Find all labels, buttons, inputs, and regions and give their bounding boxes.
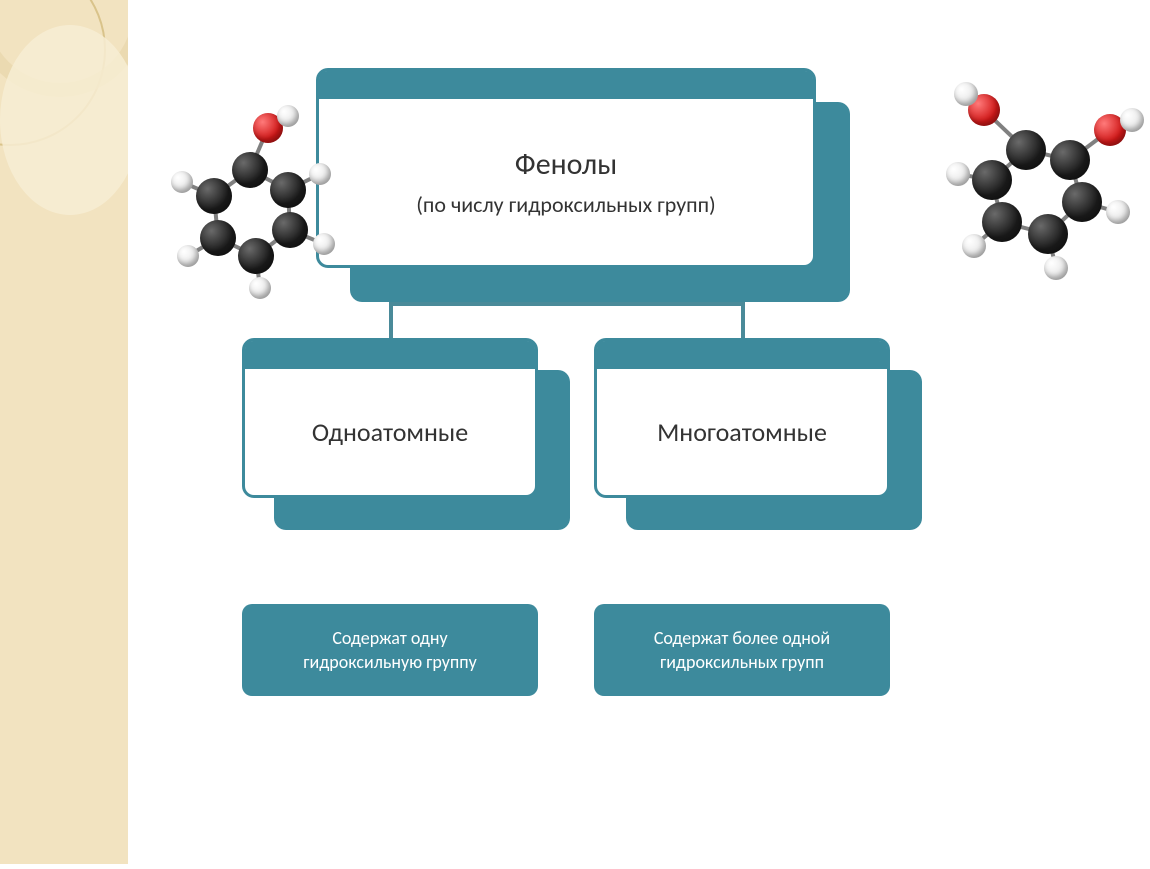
side-svg	[0, 0, 128, 864]
child-card-mono: Одноатомные	[242, 338, 538, 498]
connector	[389, 302, 743, 306]
atom-white	[946, 162, 970, 186]
description-poly: Содержат более одной гидроксильных групп	[594, 604, 890, 696]
root-title: Фенолы	[515, 146, 617, 183]
atom-black	[1062, 182, 1102, 222]
child-title: Одноатомные	[312, 416, 468, 448]
molecule-catechol	[938, 80, 1148, 290]
desc-text: Содержат одну гидроксильную группу	[303, 626, 477, 675]
child-card-header	[245, 341, 535, 369]
atom-white	[277, 105, 299, 127]
child-card-body: Многоатомные	[597, 369, 887, 495]
atom-black	[982, 202, 1022, 242]
atom-white	[954, 82, 978, 106]
atom-black	[1050, 140, 1090, 180]
root-card: Фенолы (по числу гидроксильных групп)	[316, 68, 816, 268]
root-card-body: Фенолы (по числу гидроксильных групп)	[319, 99, 813, 265]
atom-black	[1006, 130, 1046, 170]
connector	[389, 302, 393, 338]
child-title: Многоатомные	[657, 416, 827, 448]
atom-black	[1028, 214, 1068, 254]
root-subtitle: (по числу гидроксильных групп)	[416, 191, 715, 218]
atom-white	[171, 171, 193, 193]
desc-line1: Содержат более одной	[654, 626, 830, 650]
atom-black	[270, 172, 306, 208]
child-card-header	[597, 341, 887, 369]
atom-white	[1120, 108, 1144, 132]
desc-line2: гидроксильных групп	[654, 650, 830, 674]
diagram-canvas: Фенолы (по числу гидроксильных групп) Од…	[128, 0, 1150, 864]
molecule-phenol	[170, 110, 350, 300]
atom-white	[309, 163, 331, 185]
description-mono: Содержат одну гидроксильную группу	[242, 604, 538, 696]
atom-black	[238, 238, 274, 274]
atom-white	[177, 245, 199, 267]
child-card-poly: Многоатомные	[594, 338, 890, 498]
child-card-body: Одноатомные	[245, 369, 535, 495]
atom-white	[1044, 256, 1068, 280]
atom-black	[232, 152, 268, 188]
root-card-header	[319, 71, 813, 99]
desc-text: Содержат более одной гидроксильных групп	[654, 626, 830, 675]
side-decoration	[0, 0, 128, 864]
connector	[741, 302, 745, 338]
atom-black	[196, 178, 232, 214]
atom-white	[249, 277, 271, 299]
atom-white	[962, 234, 986, 258]
atom-white	[313, 233, 335, 255]
atom-black	[972, 160, 1012, 200]
atom-white	[1106, 200, 1130, 224]
atom-black	[272, 212, 308, 248]
atom-black	[200, 220, 236, 256]
desc-line1: Содержат одну	[303, 626, 477, 650]
desc-line2: гидроксильную группу	[303, 650, 477, 674]
